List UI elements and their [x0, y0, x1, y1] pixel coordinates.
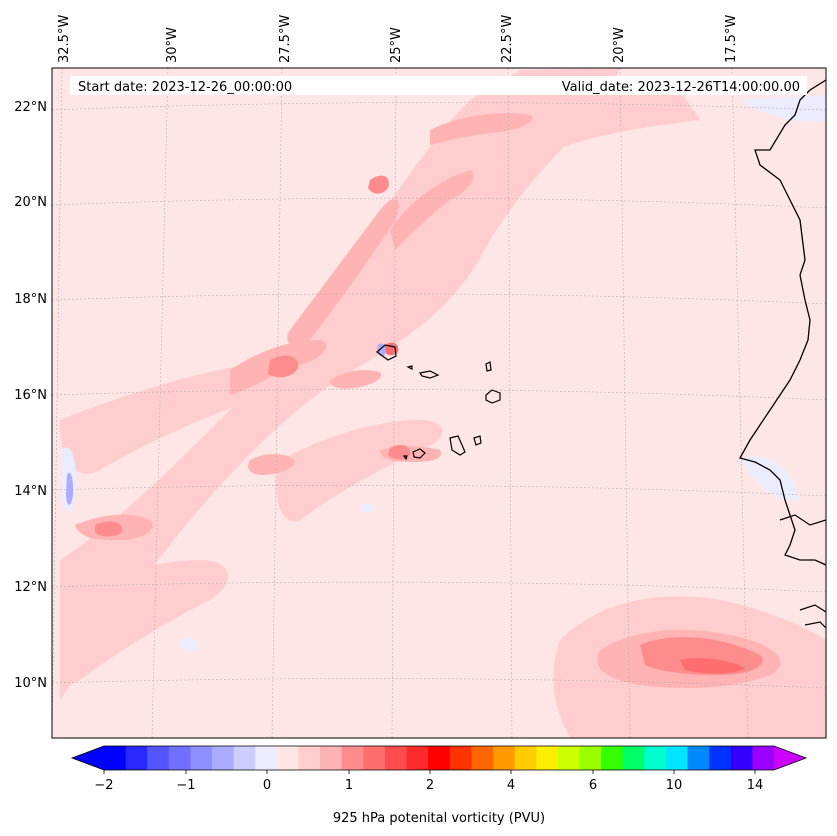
colorbar-tick-label: 10 [666, 778, 683, 793]
colorbar-tick-label: 14 [747, 778, 764, 793]
colorbar-segment [104, 746, 127, 770]
latitude-label: 16°N [14, 388, 47, 403]
colorbar-tick-label: −1 [176, 778, 195, 793]
latitude-label: 10°N [14, 676, 47, 691]
colorbar-extend-right [774, 746, 806, 770]
valid-date-label: Valid_date: 2023-12-26T14:00:00.00 [562, 80, 800, 95]
colorbar-tick-label: 2 [426, 778, 434, 793]
colorbar-segment [298, 746, 321, 770]
header-box [70, 76, 807, 95]
longitude-label: 32.5°W [57, 15, 72, 63]
colorbar: −2 −1 0 1 2 4 6 10 14 [70, 745, 808, 793]
latitude-label: 18°N [14, 292, 47, 307]
african-coastline [739, 79, 826, 566]
pv-band-southwest [60, 560, 229, 690]
colorbar-segment [233, 746, 256, 770]
latitude-label: 12°N [14, 580, 47, 595]
colorbar-segment [557, 746, 580, 770]
colorbar-segment [428, 746, 451, 770]
colorbar-segment [644, 746, 667, 770]
map-frame [51, 67, 827, 739]
colorbar-segment [665, 746, 689, 770]
pv-band-main [60, 68, 620, 700]
colorbar-tick-label: −2 [94, 778, 113, 793]
longitude-label: 17.5°W [724, 15, 739, 63]
latitude-labels: 22°N 20°N 18°N 16°N 14°N 12°N 10°N [14, 100, 47, 691]
colorbar-segment [147, 746, 170, 770]
longitude-labels: 32.5°W 30°W 27.5°W 25°W 22.5°W 20°W 17.5°W [57, 15, 739, 63]
colorbar-segment [493, 746, 516, 770]
colorbar-segment [125, 746, 148, 770]
longitude-label: 20°W [612, 27, 627, 63]
pv-field [52, 68, 826, 738]
colorbar-extend-left [72, 746, 104, 770]
colorbar-tick-label: 6 [589, 778, 597, 793]
guinea-bissau-islands [779, 514, 826, 629]
longitude-label: 30°W [165, 27, 180, 63]
colorbar-segment [190, 746, 213, 770]
colorbar-segment [536, 746, 559, 770]
longitude-label: 27.5°W [278, 15, 293, 63]
colorbar-segment [406, 746, 429, 770]
longitude-label: 25°W [389, 27, 404, 63]
colorbar-segment [622, 746, 645, 770]
pv-band-west [60, 367, 259, 474]
colorbar-tick-label: 0 [263, 778, 271, 793]
longitude-label: 22.5°W [500, 15, 515, 63]
colorbar-segment [168, 746, 191, 770]
colorbar-label: 925 hPa potenital vorticity (PVU) [333, 811, 545, 826]
cape-verde-islands [376, 344, 501, 461]
colorbar-segment [320, 746, 343, 770]
start-date-label: Start date: 2023-12-26_00:00:00 [78, 80, 292, 95]
colorbar-segment [384, 746, 408, 770]
colorbar-segment [687, 746, 710, 770]
colorbar-segment [514, 746, 537, 770]
colorbar-segment [730, 746, 753, 770]
colorbar-tick-label: 1 [345, 778, 353, 793]
colorbar-segment [601, 746, 624, 770]
colorbar-segment [255, 746, 278, 770]
colorbar-segment [752, 746, 775, 770]
latitude-label: 22°N [14, 100, 47, 115]
colorbar-tick-label: 4 [507, 778, 515, 793]
colorbar-segment [341, 746, 364, 770]
colorbar-segment [709, 746, 732, 770]
colorbar-segment [449, 746, 472, 770]
colorbar-segment [212, 746, 235, 770]
colorbar-segment [363, 746, 386, 770]
latitude-label: 14°N [14, 484, 47, 499]
latitude-label: 20°N [14, 195, 47, 210]
colorbar-segment [276, 746, 300, 770]
colorbar-segment [471, 746, 494, 770]
colorbar-segment [579, 746, 602, 770]
